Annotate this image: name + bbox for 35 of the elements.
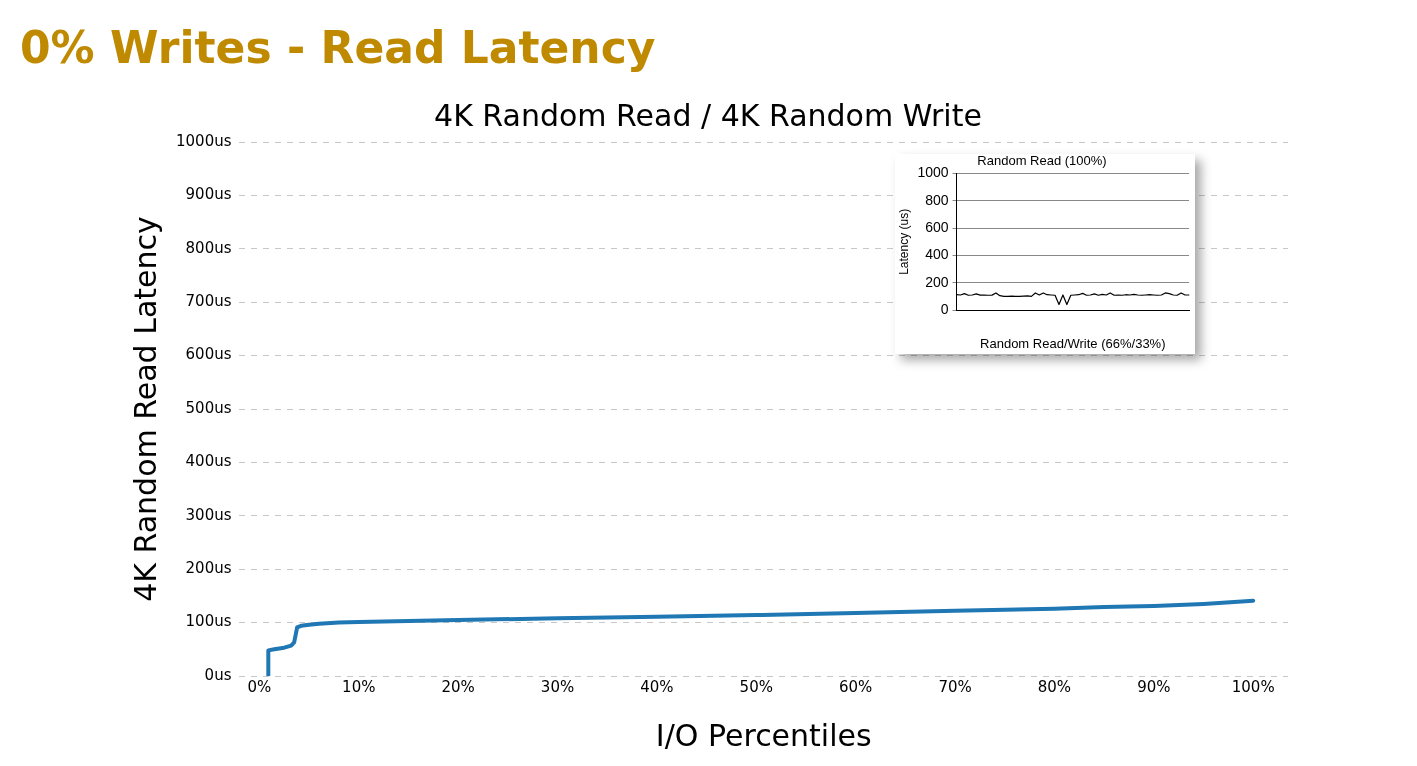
y-tick-label: 700us (185, 292, 232, 311)
y-tick-label: 900us (185, 185, 232, 204)
y-tick-label: 400us (185, 452, 232, 471)
y-tick-label: 300us (185, 505, 232, 524)
x-tick-label: 20% (441, 677, 475, 696)
chart-subtitle: 4K Random Read / 4K Random Write (434, 97, 982, 133)
y-tick-label: 0us (204, 665, 232, 684)
y-tick-label: 600 (925, 219, 949, 236)
x-tick-label: 100% (1231, 677, 1275, 696)
y-tick-label: 400 (925, 246, 949, 263)
x-tick-label: 70% (938, 677, 972, 696)
y-axis-title: 4K Random Read Latency (127, 216, 163, 602)
y-axis-title: Latency (us) (896, 208, 911, 275)
y-tick-label: 600us (185, 345, 232, 364)
x-tick-label: 60% (839, 677, 873, 696)
y-tick-label: 0 (940, 300, 949, 317)
y-tick-label: 100us (185, 612, 232, 631)
x-tick-label: 0% (247, 677, 272, 696)
y-tick-label: 800us (185, 238, 232, 257)
x-axis-title: I/O Percentiles (655, 717, 872, 753)
y-tick-label: 200us (185, 559, 232, 578)
x-tick-label: 90% (1137, 677, 1171, 696)
x-axis-title: Random Read/Write (66%/33%) (980, 335, 1166, 351)
x-tick-label: 40% (640, 677, 674, 696)
x-tick-label: 50% (739, 677, 773, 696)
x-tick-label: 10% (342, 677, 376, 696)
chart-title: 0% Writes - Read Latency (20, 22, 656, 73)
y-tick-label: 800 (925, 191, 949, 208)
y-tick-label: 1000 (917, 164, 949, 181)
chart-title: Random Read (100%) (977, 153, 1107, 169)
y-tick-label: 200 (925, 273, 949, 290)
x-tick-label: 80% (1037, 677, 1072, 696)
y-tick-label: 1000us (176, 131, 232, 150)
y-tick-label: 500us (185, 398, 232, 417)
x-tick-label: 30% (540, 677, 575, 696)
